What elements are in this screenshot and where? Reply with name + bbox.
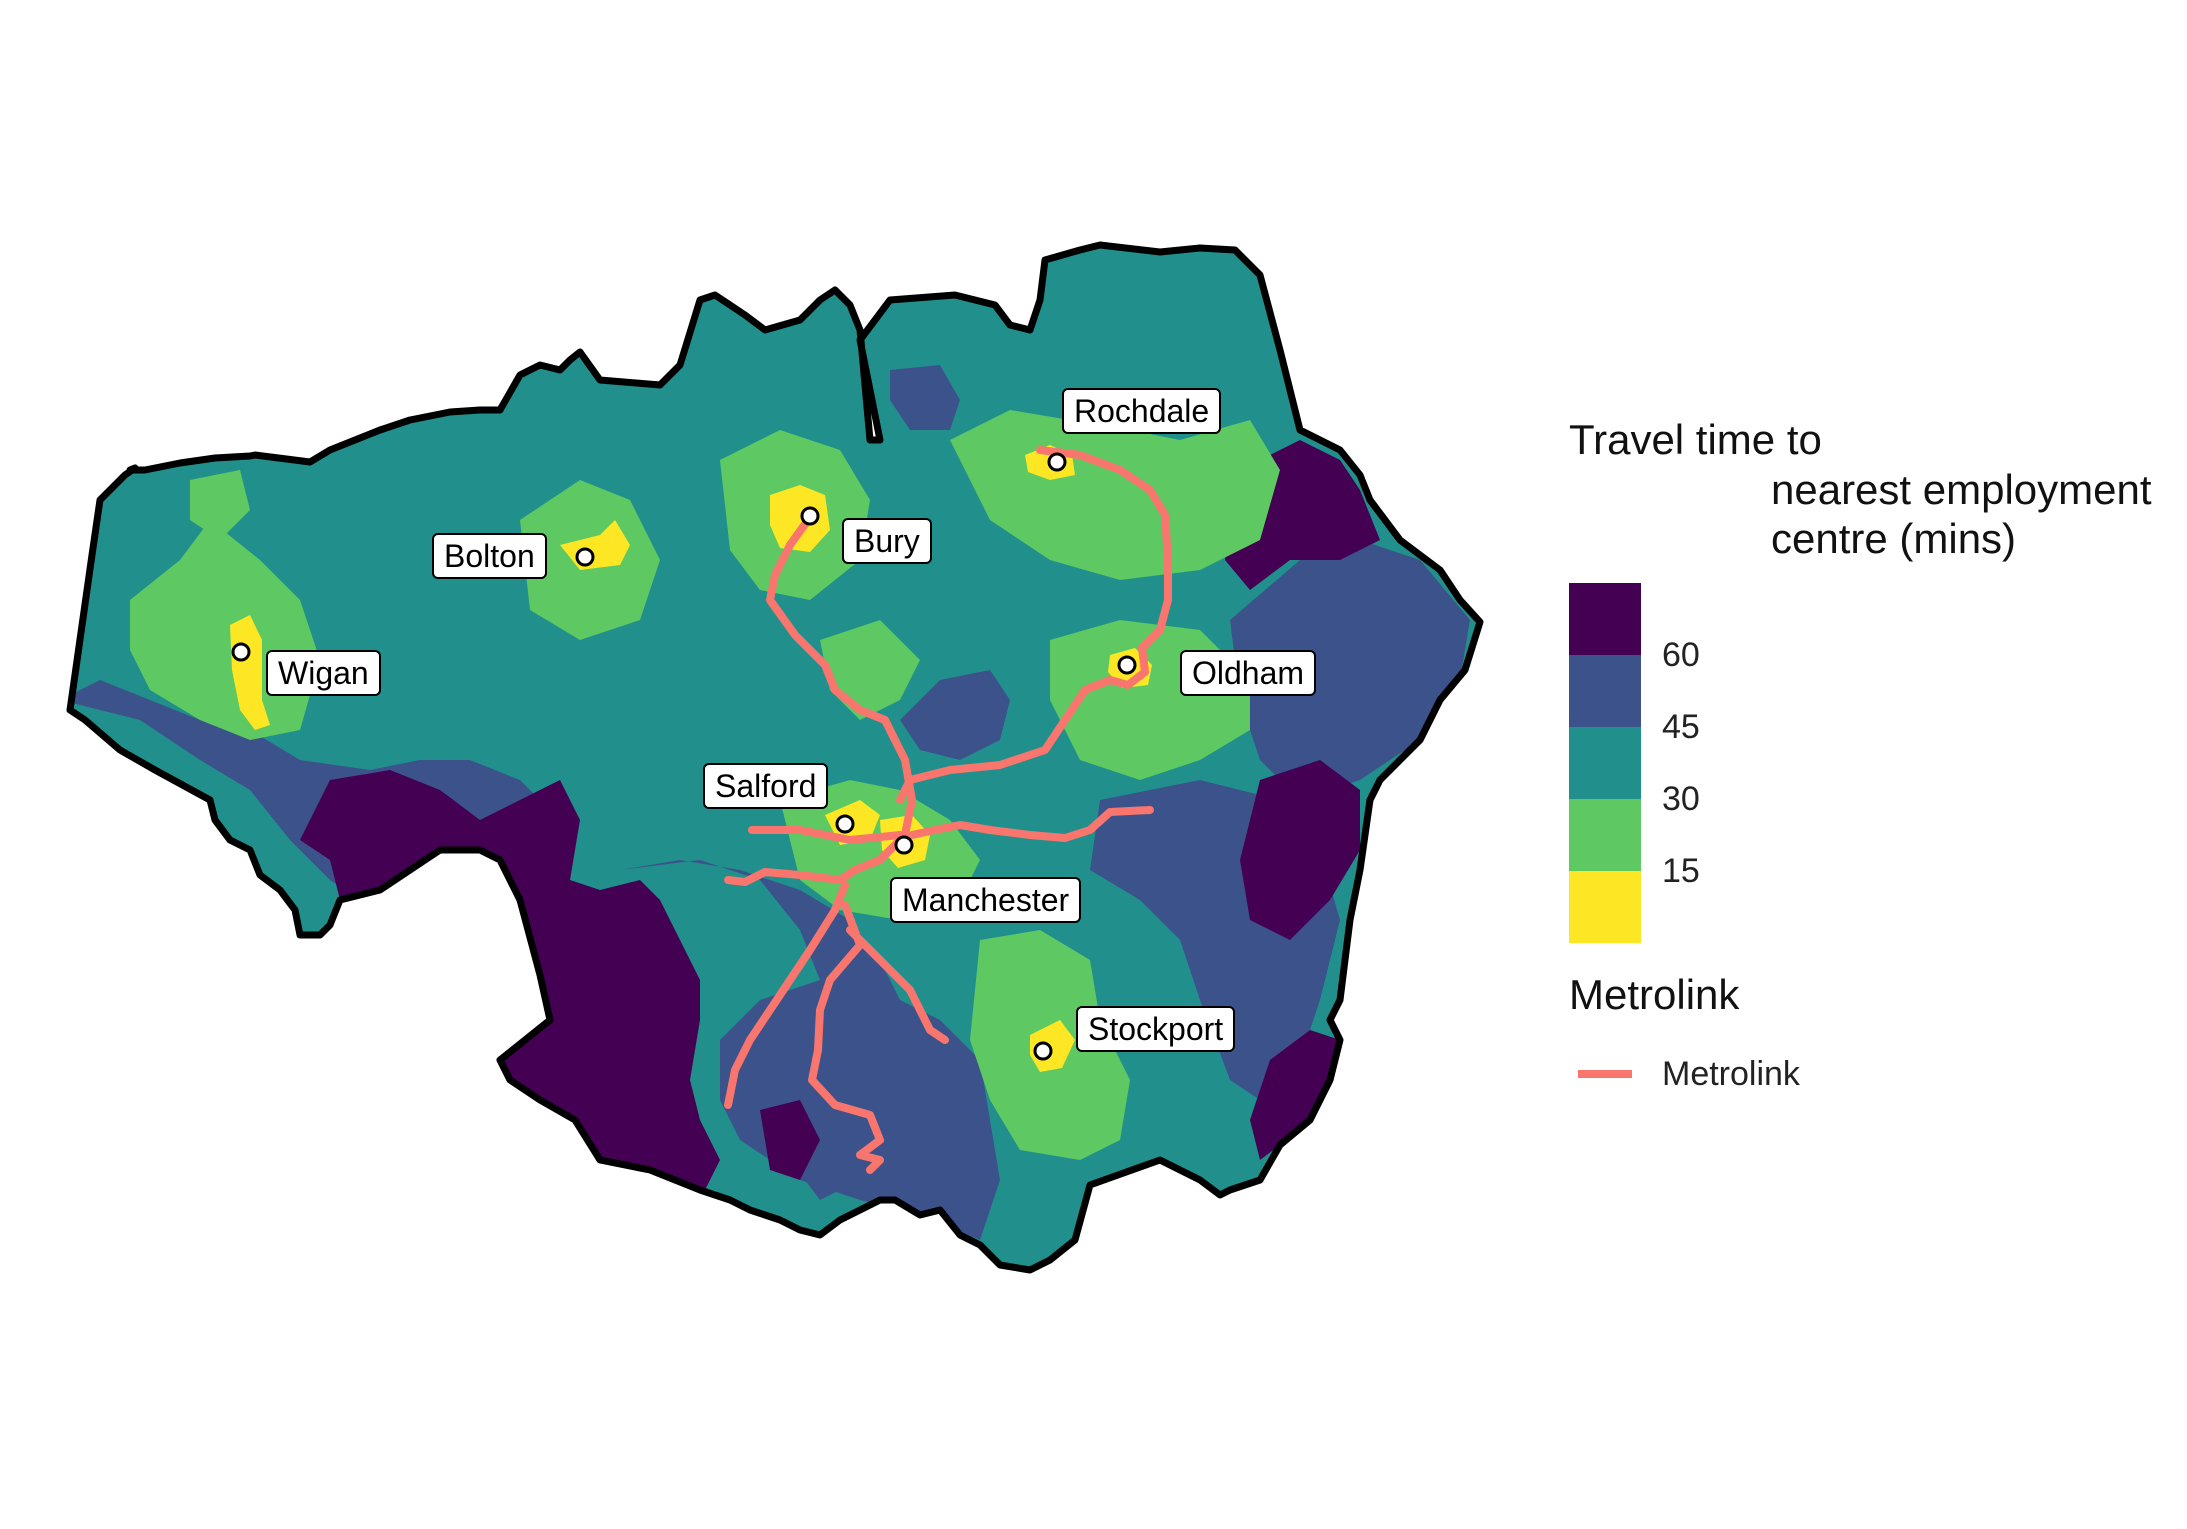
metrolink-line-eccles	[748, 826, 904, 844]
marker-bury	[800, 506, 820, 526]
metrolink-line-altrincham	[724, 881, 849, 1109]
legend-tick-45: 45	[1662, 708, 1700, 746]
town-label-wigan: Wigan	[266, 650, 381, 696]
zone-45-60-south-central	[620, 860, 1000, 1240]
zone-45-60-center-east	[900, 670, 1010, 760]
legend-travel-title-line3: centre (mins)	[1771, 515, 2017, 562]
metrolink-line-rochdale-oldham	[896, 446, 1172, 804]
legend-tick-30: 30	[1662, 780, 1700, 818]
town-label-stockport: Stockport	[1076, 1006, 1236, 1052]
legend-swatch-30-45	[1569, 727, 1641, 799]
legend-metrolink-title: Metrolink	[1569, 971, 1740, 1018]
metrolink-line-trafford	[836, 831, 909, 884]
town-label-bury: Bury	[842, 518, 932, 564]
zone-under-15-bury	[770, 485, 830, 552]
legend-tick-60: 60	[1662, 636, 1700, 674]
metrolink-line-airport	[808, 901, 884, 1174]
marker-salford	[835, 814, 855, 834]
marker-stockport	[1033, 1041, 1053, 1061]
zone-over-60-east-lower	[1240, 760, 1360, 940]
town-label-salford: Salford	[703, 763, 829, 809]
metrolink-line-west-branch	[724, 868, 844, 886]
marker-bolton	[575, 547, 595, 567]
marker-rochdale	[1047, 452, 1067, 472]
metrolink-line-east-didsbury	[846, 926, 949, 1044]
marker-wigan	[231, 642, 251, 662]
legend-swatch-under-15	[1569, 871, 1641, 943]
legend-swatch-15-30	[1569, 799, 1641, 871]
legend-metrolink-item: Metrolink	[1662, 1055, 1800, 1093]
town-label-oldham: Oldham	[1180, 650, 1317, 696]
town-markers	[231, 452, 1137, 1061]
legend-travel-title-line2: nearest employment	[1771, 466, 2152, 513]
metrolink-line-ashton	[908, 806, 1154, 842]
legend-swatch-45-60	[1569, 655, 1641, 727]
marker-oldham	[1117, 655, 1137, 675]
county-boundary	[66, 241, 1484, 1274]
zone-45-60-north	[890, 365, 960, 430]
zone-over-60-southeast	[1250, 1030, 1340, 1160]
zone-15-30-northwest	[190, 470, 250, 540]
zone-45-60-east	[1230, 540, 1470, 800]
legend-swatch-over-60	[1569, 583, 1641, 655]
town-label-rochdale: Rochdale	[1062, 388, 1222, 434]
town-label-bolton: Bolton	[432, 533, 547, 579]
metrolink-line-bury	[766, 516, 916, 839]
town-label-manchester: Manchester	[890, 877, 1082, 923]
zone-over-60-south-pocket	[760, 1100, 820, 1180]
marker-manchester	[894, 835, 914, 855]
metrolink-network	[724, 446, 1172, 1174]
legend-tick-15: 15	[1662, 852, 1700, 890]
legend-travel-title-line1: Travel time to	[1569, 416, 1822, 463]
